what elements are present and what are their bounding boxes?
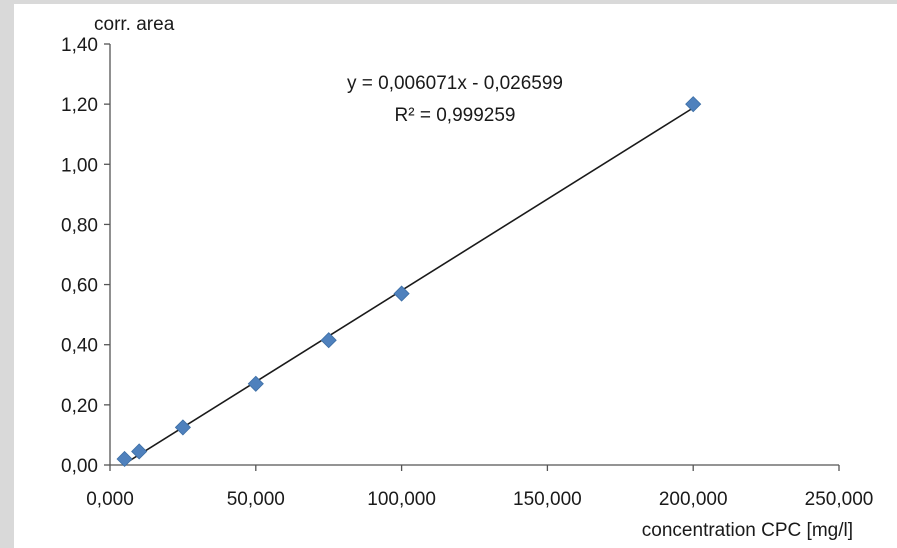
y-tick-label: 1,40 — [61, 35, 98, 56]
data-point — [247, 375, 264, 392]
axes — [109, 44, 839, 466]
y-tick-label: 0,00 — [61, 456, 98, 477]
x-tick-label: 100,000 — [367, 489, 436, 510]
r-squared-label: R² = 0,999259 — [395, 105, 516, 126]
x-axis-label: concentration CPC [mg/l] — [642, 520, 853, 541]
y-tick-label: 0,60 — [61, 276, 98, 297]
data-point — [116, 450, 133, 468]
x-tick-label: 50,000 — [227, 489, 285, 510]
y-tick-label: 0,80 — [61, 215, 98, 236]
x-tick-label: 0,000 — [86, 489, 134, 510]
y-tick-label: 1,20 — [61, 95, 98, 116]
y-axis-label: corr. area — [94, 14, 175, 35]
y-tick-label: 0,20 — [61, 396, 98, 417]
data-point — [393, 285, 410, 302]
x-tick-label: 200,000 — [659, 489, 728, 510]
data-point — [174, 419, 191, 436]
trendline-equation: y = 0,006071x - 0,026599 — [347, 73, 563, 94]
x-tick-label: 250,000 — [805, 489, 874, 510]
y-ticks: 0,00 0,20 0,40 0,60 0,80 1,00 1,20 1,40 — [61, 35, 110, 477]
y-tick-label: 0,40 — [61, 336, 98, 357]
y-tick-label: 1,00 — [61, 155, 98, 176]
x-ticks: 0,000 50,000 100,000 150,000 200,000 250,000 — [86, 465, 873, 510]
chart-panel — [14, 4, 897, 548]
x-tick-label: 150,000 — [513, 489, 582, 510]
data-points — [116, 96, 702, 468]
trendline — [124, 107, 694, 465]
data-point — [320, 332, 337, 349]
data-point — [131, 443, 148, 460]
data-point — [685, 96, 702, 113]
